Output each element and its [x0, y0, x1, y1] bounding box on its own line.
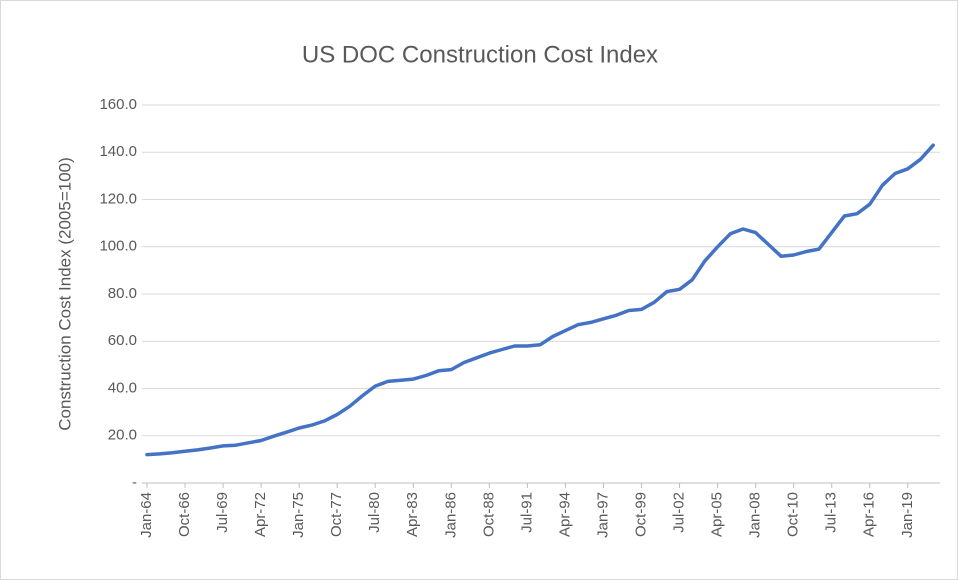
y-tick-label: 80.0 [108, 285, 137, 302]
y-tick-label: - [132, 474, 137, 491]
x-tick-label: Apr-94 [556, 492, 573, 537]
x-tick-label: Jan-64 [138, 492, 155, 538]
x-tick-label: Oct-88 [480, 492, 497, 537]
chart-title: US DOC Construction Cost Index [302, 41, 658, 68]
x-tick-label: Jul-69 [214, 492, 231, 533]
x-tick-label: Jan-19 [899, 492, 916, 538]
x-tick-label: Oct-10 [785, 492, 802, 537]
x-tick-label: Oct-66 [176, 492, 193, 537]
y-tick-label: 160.0 [99, 96, 137, 113]
y-tick-label: 120.0 [99, 190, 137, 207]
x-tick-label: Apr-72 [252, 492, 269, 537]
y-tick-label: 20.0 [108, 427, 137, 444]
x-tick-label: Jan-08 [747, 492, 764, 538]
x-tick-label: Apr-16 [861, 492, 878, 537]
x-tick-label: Jan-75 [290, 492, 307, 538]
x-tick-label: Jul-80 [366, 492, 383, 533]
x-tick-label: Jan-97 [594, 492, 611, 538]
x-tick-label: Jul-13 [823, 492, 840, 533]
y-tick-label: 60.0 [108, 332, 137, 349]
y-tick-label: 140.0 [99, 143, 137, 160]
y-tick-label: 100.0 [99, 238, 137, 255]
x-tick-label: Jan-86 [442, 492, 459, 538]
x-tick-label: Apr-83 [404, 492, 421, 537]
data-line [145, 143, 935, 457]
y-axis-label: Construction Cost Index (2005=100) [55, 157, 74, 431]
x-tick-label: Jul-91 [518, 492, 535, 533]
y-tick-label: 40.0 [108, 379, 137, 396]
x-tick-label: Oct-77 [328, 492, 345, 537]
x-tick-label: Jul-02 [671, 492, 688, 533]
x-tick-label: Oct-99 [632, 492, 649, 537]
x-tick-label: Apr-05 [709, 492, 726, 537]
